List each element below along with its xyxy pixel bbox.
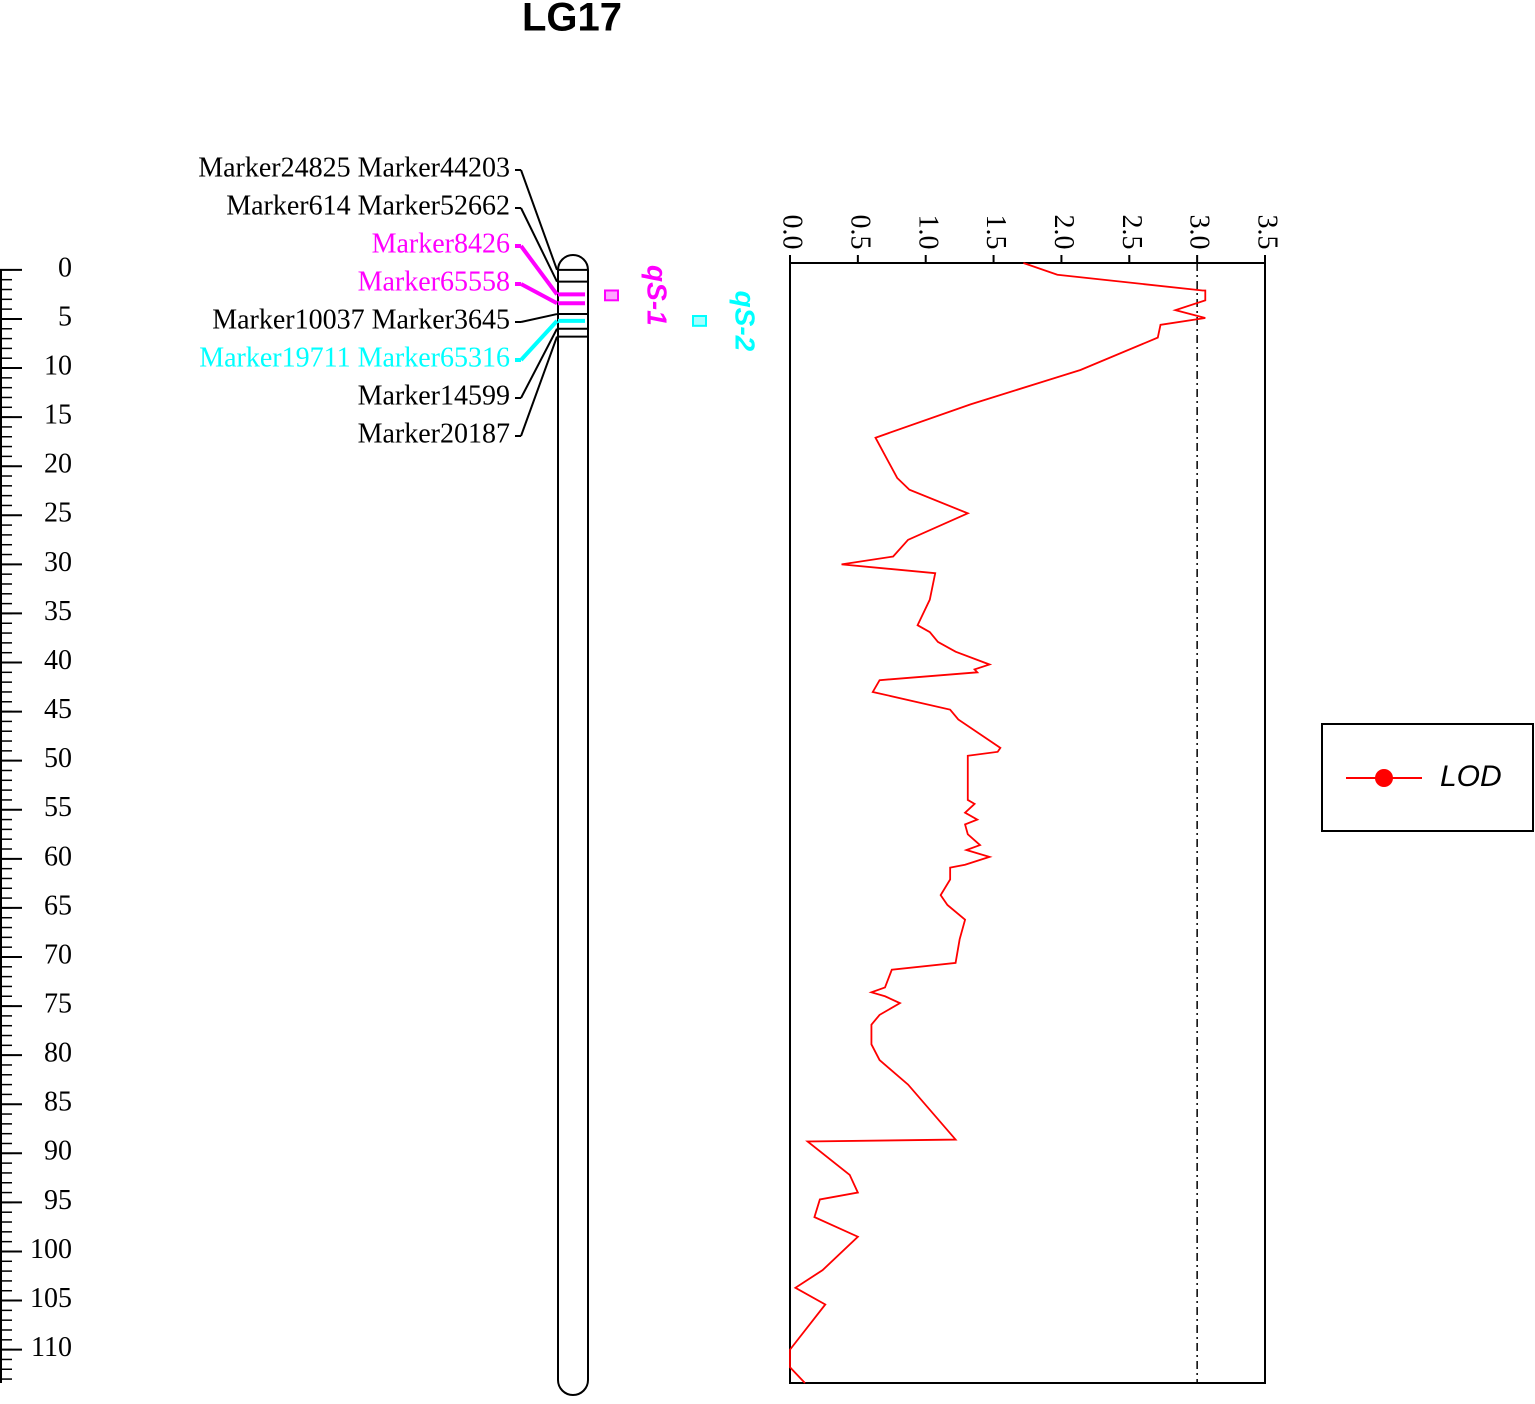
- marker-label: Marker10037 Marker3645: [212, 304, 510, 335]
- y-tick-label: 105: [30, 1283, 72, 1314]
- y-tick-label: 30: [44, 547, 72, 578]
- y-tick-label: 10: [44, 350, 72, 381]
- marker-label: Marker65558: [358, 266, 510, 297]
- y-tick-label: 90: [44, 1136, 72, 1167]
- y-tick-label: 100: [30, 1234, 72, 1265]
- y-tick-label: 95: [44, 1185, 72, 1216]
- y-tick-label: 5: [58, 301, 72, 332]
- x-tick-label: 1.5: [980, 215, 1011, 250]
- plot-frame: [789, 262, 1266, 1384]
- y-tick-label: 40: [44, 645, 72, 676]
- marker-label: Marker614 Marker52662: [226, 190, 510, 221]
- marker-label: Marker20187: [358, 418, 510, 449]
- x-tick-label: 3.0: [1184, 215, 1215, 250]
- x-tick-label: 2.5: [1116, 215, 1147, 250]
- marker-connector: [519, 319, 559, 362]
- x-tick-label: 0.5: [844, 215, 875, 250]
- y-tick-label: 20: [44, 449, 72, 480]
- marker-connector: [520, 282, 558, 306]
- chromosome: [557, 254, 589, 1396]
- marker-label: Marker24825 Marker44203: [198, 152, 510, 183]
- qtl-interval: [604, 289, 619, 302]
- y-tick-label: 85: [44, 1087, 72, 1118]
- marker-connector: [519, 244, 559, 296]
- y-tick-label: 25: [44, 498, 72, 529]
- legend-marker: [1375, 769, 1393, 787]
- y-tick-label: 50: [44, 743, 72, 774]
- y-tick-label: 60: [44, 841, 72, 872]
- marker-label: Marker8426: [372, 228, 510, 259]
- marker-connector: [520, 169, 558, 271]
- y-tick-label: 65: [44, 890, 72, 921]
- x-tick-label: 2.0: [1048, 215, 1079, 250]
- y-tick-label: 70: [44, 939, 72, 970]
- marker-connector: [520, 328, 558, 399]
- marker-connector: [520, 336, 558, 437]
- y-tick-label: 45: [44, 694, 72, 725]
- y-tick-label: 0: [58, 252, 72, 283]
- x-tick-label: 0.0: [777, 215, 808, 250]
- lod-line: [789, 262, 1207, 1384]
- y-tick-label: 75: [44, 988, 72, 1019]
- marker-label: Marker19711 Marker65316: [199, 342, 510, 373]
- x-tick-label: 3.5: [1252, 215, 1283, 250]
- chart-title: LG17: [522, 0, 622, 40]
- y-tick-label: 110: [31, 1332, 72, 1363]
- y-tick-label: 15: [44, 400, 72, 431]
- x-tick-label: 1.0: [912, 215, 943, 250]
- marker-connector: [520, 207, 558, 283]
- marker-connector: [520, 313, 558, 323]
- legend-label: LOD: [1440, 760, 1502, 793]
- qtl-label: qS-2: [730, 291, 761, 352]
- marker-label: Marker14599: [358, 380, 510, 411]
- y-tick-label: 80: [44, 1038, 72, 1069]
- y-tick-label: 35: [44, 596, 72, 627]
- y-tick-label: 55: [44, 792, 72, 823]
- qtl-interval: [692, 315, 707, 327]
- qtl-label: qS-1: [642, 265, 673, 326]
